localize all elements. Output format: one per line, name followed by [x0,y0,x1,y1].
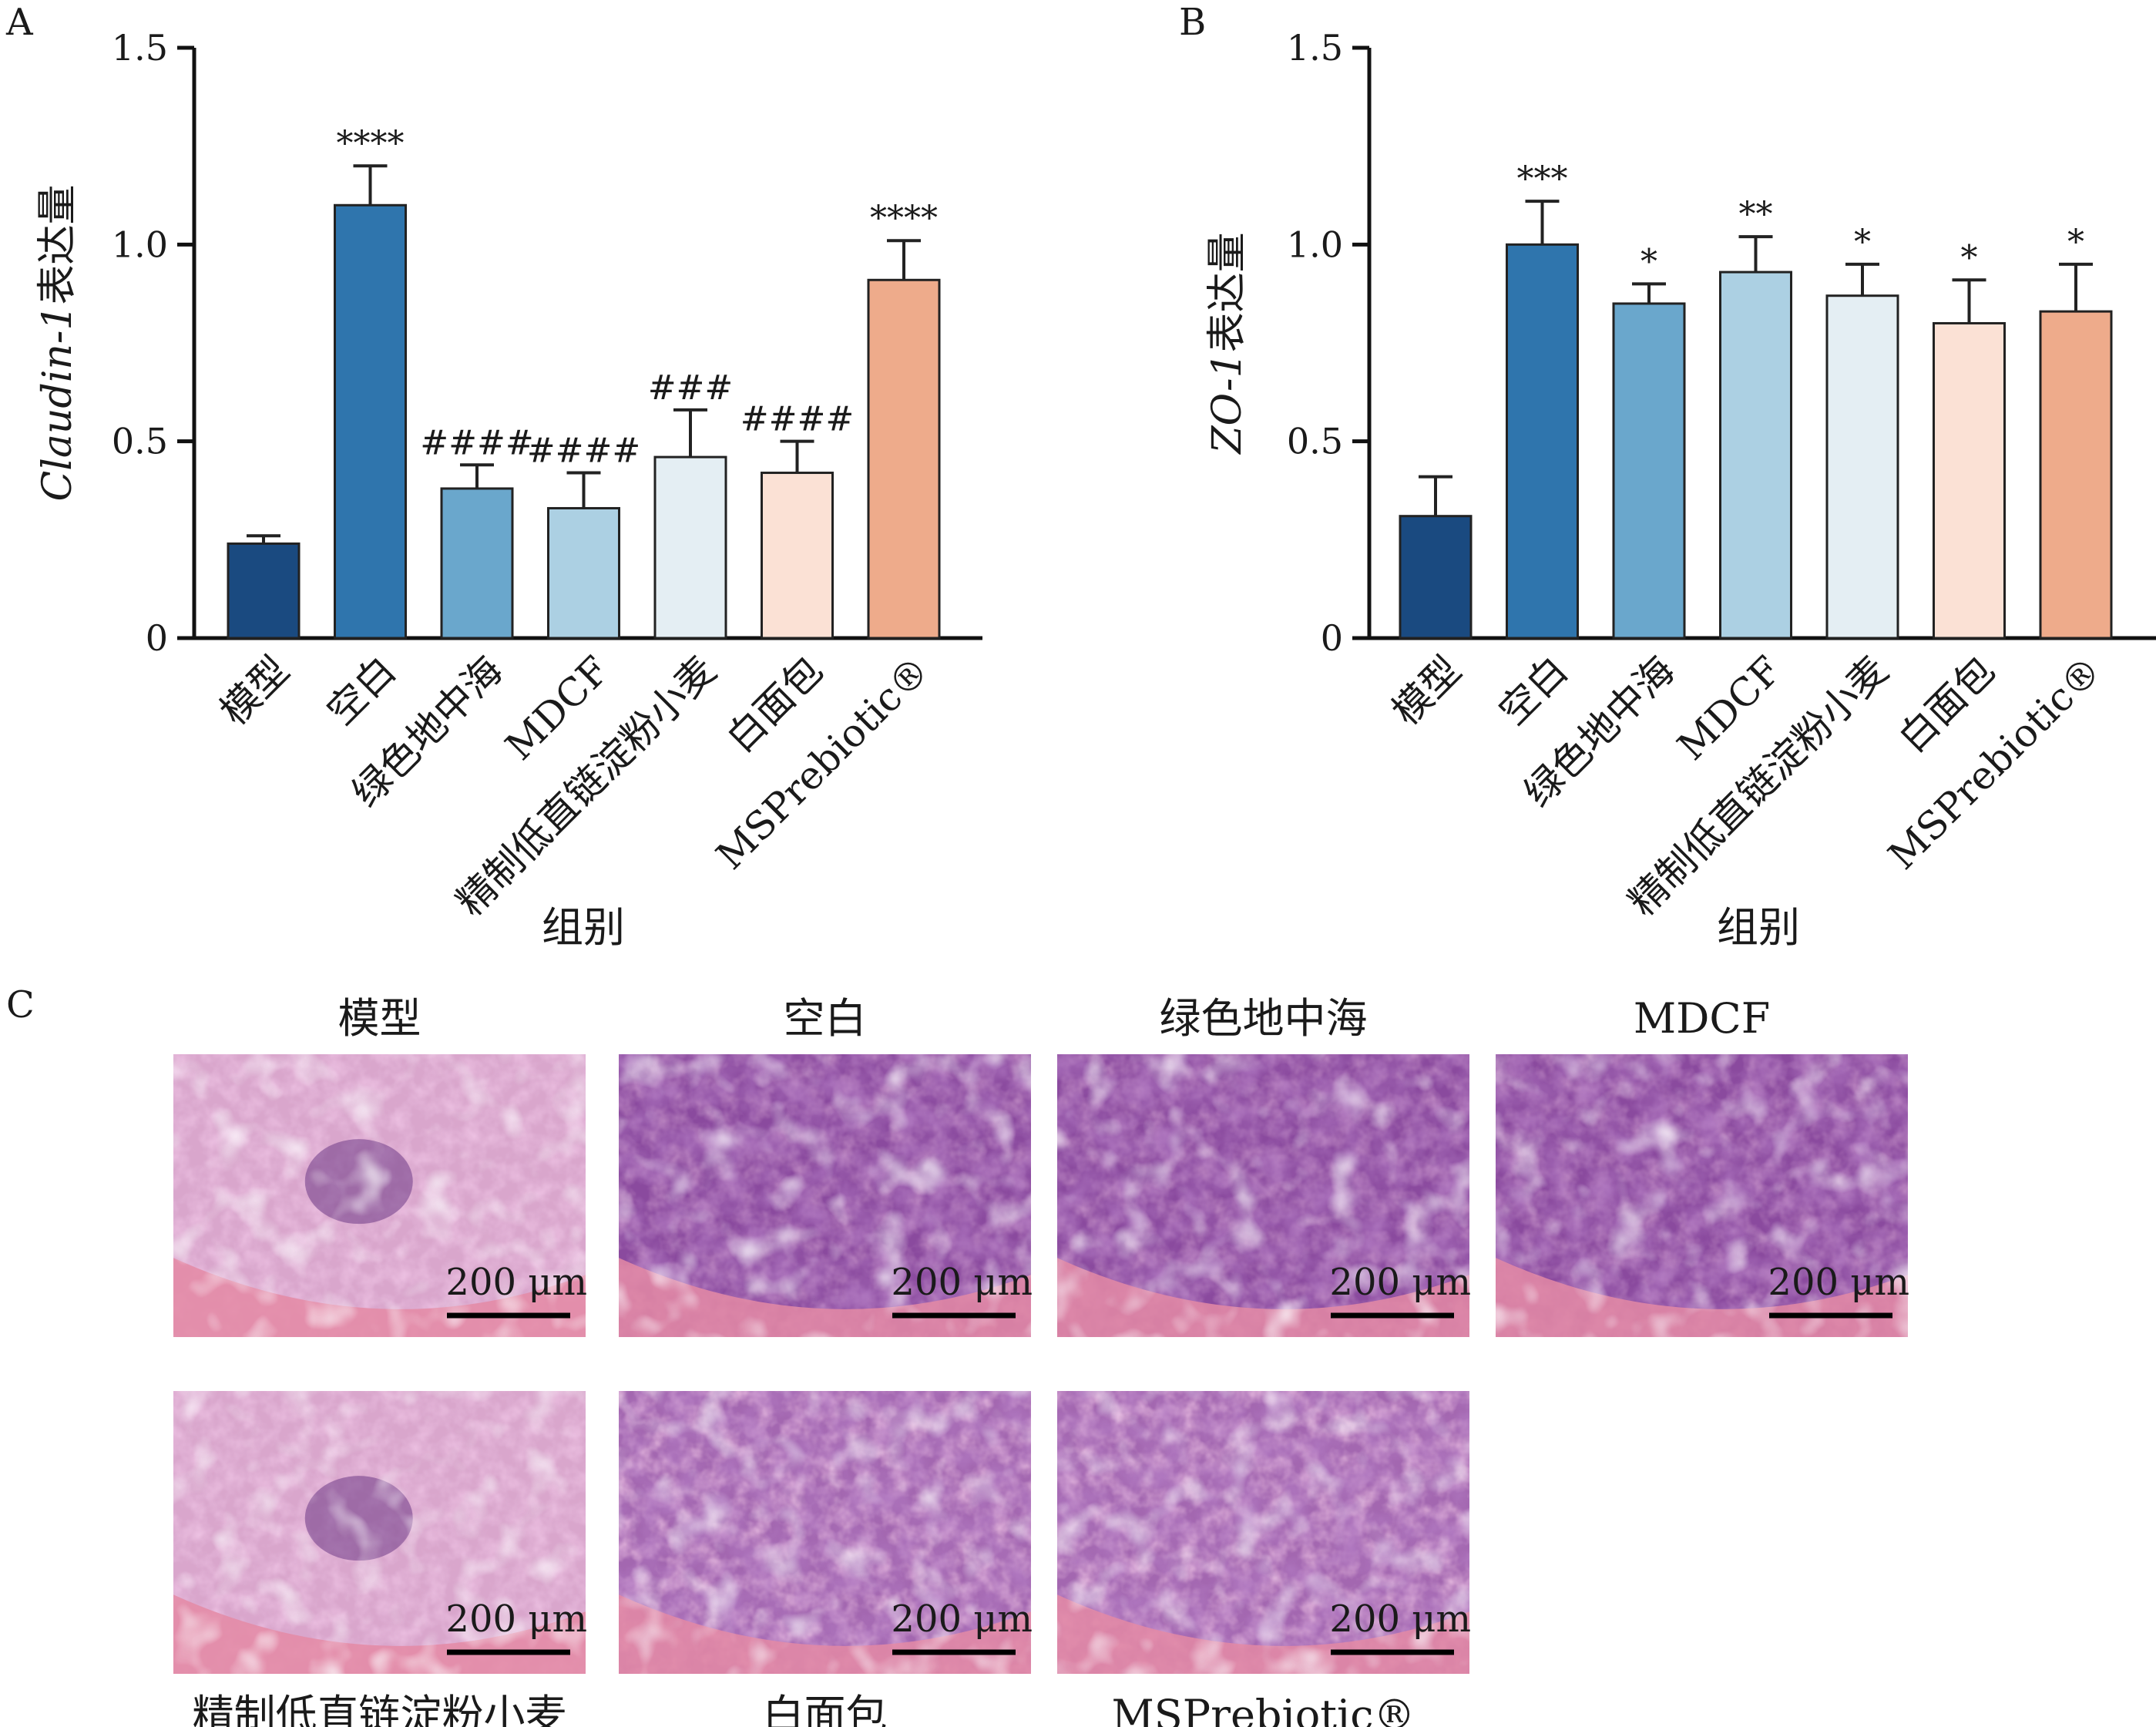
y-tick-label: 1.0 [1287,223,1343,265]
y-tick-label: 0.5 [1287,421,1343,462]
category-label: 模型 [1384,647,1470,734]
histology-image: 200 μm 白面包 [619,1391,1033,1727]
histology-image: 200 μm 绿色地中海 [1057,994,1471,1337]
image-caption: 模型 [338,994,421,1043]
lumen-texture [619,1054,1031,1337]
bar [2039,310,2113,640]
significance-label: * [1641,242,1657,281]
significance-label: #### [740,400,854,439]
y-tick-label: 1.5 [112,27,168,69]
lumen-texture [1496,1054,1908,1337]
bar [867,278,941,640]
histology-image: 200 μm MSPrebiotic® [1057,1391,1471,1727]
bar [1506,243,1579,640]
scale-label: 200 μm [891,1261,1033,1304]
scale-label: 200 μm [1329,1598,1471,1641]
bar [761,472,834,640]
scale-label: 200 μm [891,1598,1033,1641]
category-label: 模型 [212,647,298,734]
scale-label: 200 μm [445,1598,587,1641]
bar [1719,270,1792,640]
histology-image: 200 μm 模型 [173,994,587,1337]
y-tick-label: 0 [1321,617,1343,659]
y-tick-label: 0.5 [112,421,168,462]
significance-label: **** [337,124,405,163]
lumen-texture [173,1054,586,1337]
scale-label: 200 μm [445,1261,587,1304]
lumen-texture [1057,1054,1469,1337]
lumen-texture [619,1391,1031,1674]
panel-letter-a: A [5,1,34,44]
histology-image: 200 μm 精制低直链淀粉小麦 [173,1391,587,1727]
lumen-texture [173,1391,586,1674]
x-axis-label: 组别 [1717,903,1800,952]
y-axis-label: ZO-1表达量 [1204,232,1251,455]
y-tick-label: 1.5 [1287,27,1343,69]
significance-label: *** [1517,160,1568,199]
bar [1399,515,1473,640]
panel-letter-b: B [1179,1,1206,44]
significance-label: #### [527,432,640,471]
category-label: 空白 [318,647,405,734]
image-caption: MSPrebiotic® [1112,1691,1416,1727]
image-caption: 精制低直链淀粉小麦 [193,1691,567,1727]
chart-claudin-1: 00.51.01.5模型****空白####绿色地中海####MDCF###精制… [35,27,982,952]
bar [1825,294,1899,640]
panel-letter-c: C [6,983,35,1026]
image-caption: 绿色地中海 [1160,994,1368,1043]
y-tick-label: 1.0 [112,223,168,265]
bar [227,542,301,640]
image-caption: 白面包 [763,1691,888,1727]
significance-label: #### [420,423,533,462]
lumen-texture [1057,1391,1469,1674]
bar [1933,321,2006,640]
significance-label: ** [1739,195,1773,234]
histology-image: 200 μm MDCF [1496,994,1909,1337]
bar [440,487,514,640]
image-caption: MDCF [1634,994,1770,1043]
significance-label: ### [648,368,734,408]
bar [334,203,407,640]
y-axis-label: Claudin-1表达量 [35,185,81,502]
significance-label: * [1854,223,1871,262]
significance-label: * [1961,238,1978,277]
y-tick-label: 0 [146,617,168,659]
bar [653,455,727,640]
image-caption: 空白 [784,994,867,1043]
significance-label: * [2067,223,2084,262]
category-label: 空白 [1490,647,1577,734]
significance-label: **** [870,199,938,238]
chart-zo-1: 00.51.01.5模型***空白*绿色地中海**MDCF*精制低直链淀粉小麦*… [1204,27,2156,952]
histology-image: 200 μm 空白 [619,994,1033,1337]
bar [547,506,620,640]
scale-label: 200 μm [1329,1261,1471,1304]
scale-label: 200 μm [1768,1261,1909,1304]
bar [1612,302,1686,640]
x-axis-label: 组别 [542,903,625,952]
